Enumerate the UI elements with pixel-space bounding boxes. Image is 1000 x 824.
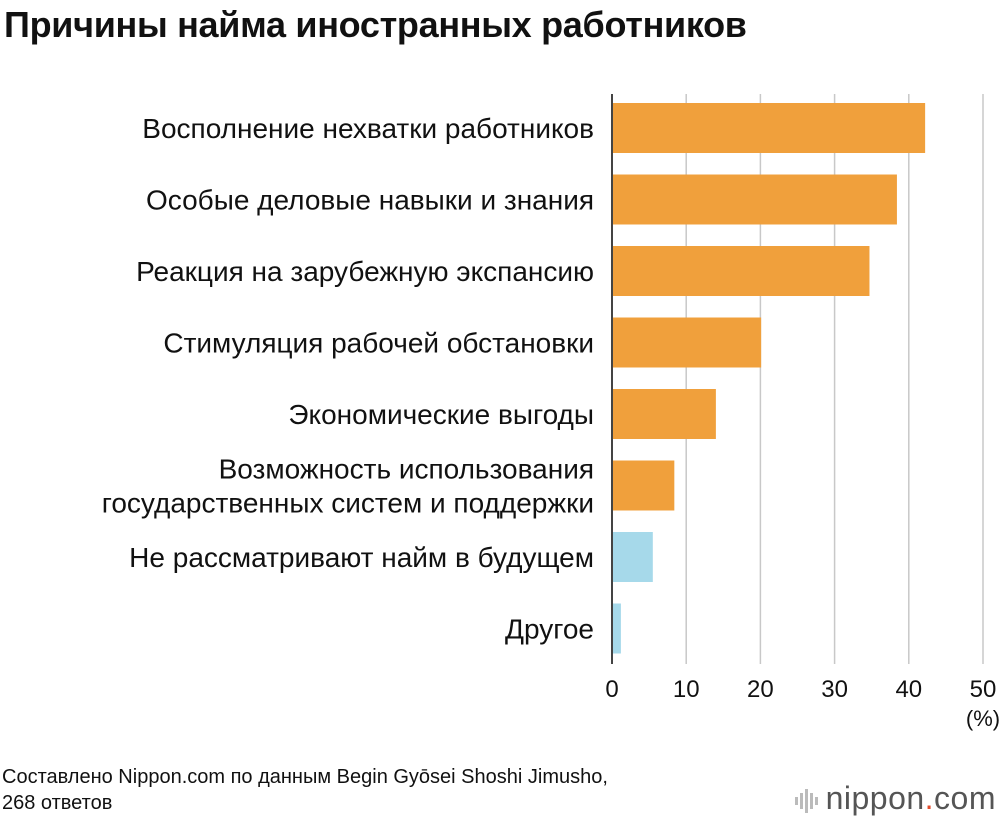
category-label: Экономические выгоды bbox=[288, 399, 594, 430]
tick-label: 30 bbox=[821, 676, 848, 703]
category-label: Возможность использования bbox=[219, 454, 594, 485]
tick-label: 0 bbox=[605, 676, 618, 703]
category-label: Не рассматривают найм в будущем bbox=[129, 542, 594, 573]
bar bbox=[612, 246, 870, 296]
category-label: Особые деловые навыки и знания bbox=[146, 185, 594, 216]
category-label: Реакция на зарубежную экспансию bbox=[136, 256, 594, 287]
logo-bars-icon bbox=[794, 788, 818, 813]
source-line-1: Составлено Nippon.com по данным Begin Gy… bbox=[2, 766, 608, 788]
category-label: Другое bbox=[505, 614, 594, 645]
source-note: Составлено Nippon.com по данным Begin Gy… bbox=[2, 764, 608, 816]
bar bbox=[612, 389, 716, 439]
tick-label: 10 bbox=[673, 676, 700, 703]
bar bbox=[612, 103, 926, 153]
bar-chart: Восполнение нехватки работников Особые де… bbox=[102, 94, 1000, 731]
unit-label: (%) bbox=[966, 706, 1000, 731]
bar bbox=[612, 532, 653, 582]
nippon-logo: nippon.com bbox=[794, 780, 996, 817]
source-line-2: 268 ответов bbox=[2, 792, 113, 814]
tick-label: 50 bbox=[970, 676, 997, 703]
logo-dot: . bbox=[924, 780, 935, 816]
tick-label: 40 bbox=[895, 676, 922, 703]
bar bbox=[612, 317, 762, 368]
logo-suffix: com bbox=[934, 780, 996, 816]
category-label: Восполнение нехватки работников bbox=[142, 113, 594, 144]
bar bbox=[612, 603, 621, 654]
category-label: государственных систем и поддержки bbox=[102, 488, 594, 519]
bar bbox=[612, 174, 897, 225]
chart-title: Причины найма иностранных работников bbox=[4, 4, 747, 45]
category-label: Стимуляция рабочей обстановки bbox=[163, 328, 594, 359]
bar bbox=[612, 460, 675, 511]
logo-name: nippon bbox=[825, 780, 925, 816]
tick-label: 20 bbox=[747, 676, 774, 703]
